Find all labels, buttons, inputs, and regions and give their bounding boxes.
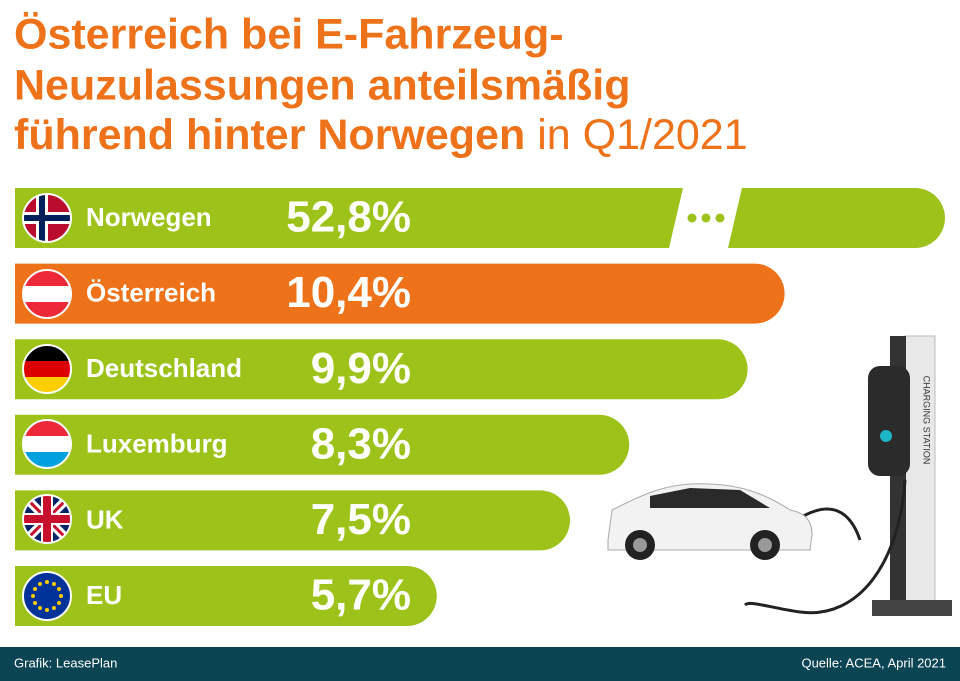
bar [15,188,945,248]
charging-station: CHARGING STATION [743,335,952,616]
bar [15,490,570,551]
category-label: EU [86,580,122,610]
value-label: 5,7% [311,571,411,620]
footer [0,647,960,681]
value-label: 7,5% [311,495,411,544]
bar [15,263,785,324]
flag-borders [22,193,72,621]
flag-eu [23,572,71,620]
footer-source: Quelle: ACEA, April 2021 [801,655,946,670]
category-label: Österreich [86,277,216,307]
value-label: 9,9% [311,344,411,393]
flag-norway [23,194,71,242]
flag-austria [23,270,71,318]
break-dot [687,213,697,223]
bar [15,339,748,400]
break-dot [701,213,711,223]
value-label: 52,8% [286,193,411,242]
value-label: 8,3% [311,419,411,468]
chart-title-part: führend hinter Norwegen [14,111,525,159]
flag-uk [23,495,71,543]
footer-credit: Grafik: LeasePlan [14,655,117,670]
bars: Norwegen 52,8% Österreich 10,4% Deutschland 9… [15,188,945,626]
bar [15,414,630,475]
chart-title: führend hinter Norwegen in Q1/2021 [14,111,748,159]
chart-subtitle: in Q1/2021 [537,111,747,159]
category-label: Luxemburg [86,429,228,459]
chart-title: Österreich bei E-Fahrzeug- [14,10,564,58]
break-dot [715,213,725,223]
chart-title: Neuzulassungen anteilsmäßig [14,61,630,109]
category-label: Deutschland [86,353,242,383]
bar [15,566,437,626]
car [607,483,813,560]
value-label: 10,4% [286,268,411,317]
category-label: UK [86,504,124,534]
station-text: CHARGING STATION [922,376,932,465]
category-label: Norwegen [86,202,212,232]
